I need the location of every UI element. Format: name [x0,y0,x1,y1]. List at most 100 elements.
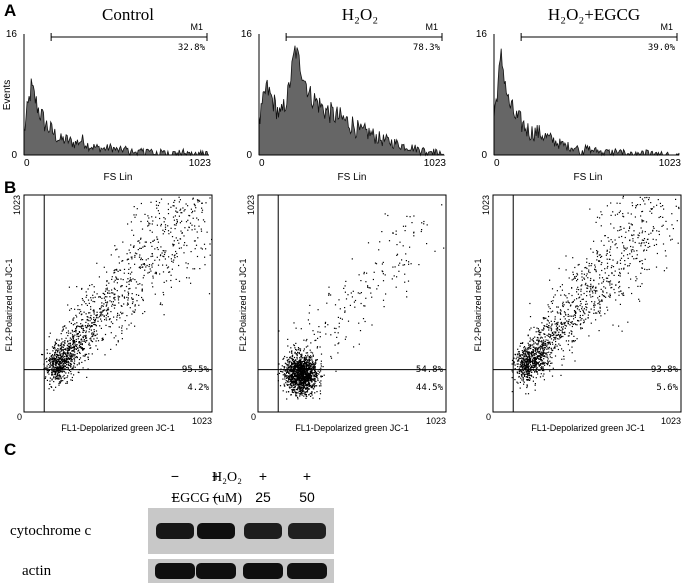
scatter-point [305,340,307,342]
y-axis-label: Events [2,80,13,111]
scatter-point [148,222,150,224]
scatter-point [305,387,308,389]
scatter-point [154,259,156,261]
scatter-point [54,342,57,344]
scatter-point [62,348,64,351]
scatter-point [519,355,521,357]
scatter-point [72,331,74,333]
histogram-title: Control [102,5,154,24]
scatter-point [301,388,303,390]
scatter-point [532,364,534,366]
scatter-point [160,302,162,304]
scatter-point [646,269,648,271]
scatter-point [113,270,115,272]
scatter-point [523,361,525,363]
scatter-point [532,362,534,364]
y-axis-label: FL2-Polarized red JC-1 [4,258,14,351]
scatter-point [106,301,109,303]
scatter-point [305,384,307,386]
cytochrome-c-band [156,523,194,539]
scatter-point [68,372,70,374]
scatter-point [641,239,643,241]
scatter-point [152,255,154,257]
scatter-point [555,323,558,325]
scatter-point [296,380,298,382]
scatter-point [167,203,169,205]
scatter-point [160,246,162,248]
scatter-point [72,366,74,368]
scatter-point [49,383,51,385]
scatter-point [307,384,309,386]
scatter-point [596,252,598,254]
scatter-point [291,381,294,383]
scatter-point [58,365,60,367]
scatter-point [609,296,611,298]
scatter-point [600,300,602,302]
scatter-point [55,373,57,375]
scatter-point [533,360,535,362]
scatter-point [152,275,154,277]
scatter-point [529,356,531,358]
scatter-point [297,384,299,386]
scatter-point [599,307,601,309]
scatter-point [295,363,297,365]
scatter-point [602,295,604,297]
scatter-point [95,330,98,332]
scatter-point [330,355,332,358]
scatter-point [309,358,311,360]
scatter-point [113,298,115,300]
scatter-point [581,273,583,275]
scatter-point [541,341,543,343]
scatter-point [413,232,415,234]
scatter-point [72,355,74,357]
scatter-point [84,353,86,355]
scatter-point [533,346,535,348]
scatter-point [516,360,519,362]
scatter-point [631,292,633,295]
scatter-point [56,357,58,359]
scatter-point [603,244,605,246]
scatter-point [562,328,564,330]
scatter-point [344,338,346,340]
scatter-point [408,263,410,265]
scatter-point [320,360,322,362]
scatter-point [622,215,624,217]
scatter-point [628,287,630,289]
scatter-point [68,345,70,347]
scatter-point [372,278,374,281]
scatter-point [299,394,301,396]
scatter-point [75,327,77,330]
scatter-point [63,356,65,358]
scatter-point [95,334,97,336]
scatter-point [534,383,536,385]
cytochrome-c-band [244,523,282,539]
scatter-point [303,372,305,374]
scatter-point [299,386,301,388]
scatter-point [580,319,582,321]
scatter-point [300,372,303,374]
scatter-point [519,387,521,389]
scatter-point [534,348,536,350]
scatter-point [295,376,297,378]
scatter-point [531,375,533,377]
scatter-point [304,373,306,375]
scatter-point [56,338,58,340]
scatter-point [511,391,513,393]
scatter-point [287,338,289,340]
scatter-point [105,284,108,286]
scatter-point [536,350,539,352]
scatter-point [526,347,528,349]
scatter-point [89,284,91,287]
scatter-point [556,322,558,324]
scatter-point [59,345,61,347]
scatter-point [524,371,526,373]
scatter-point [284,362,286,364]
scatter-point [286,369,288,371]
scatter-point [600,211,602,213]
scatter-point [293,364,295,366]
scatter-point [343,287,345,289]
scatter-point [178,264,180,267]
scatter-point [296,349,298,351]
scatter-point [623,268,625,270]
scatter-point [82,349,84,351]
